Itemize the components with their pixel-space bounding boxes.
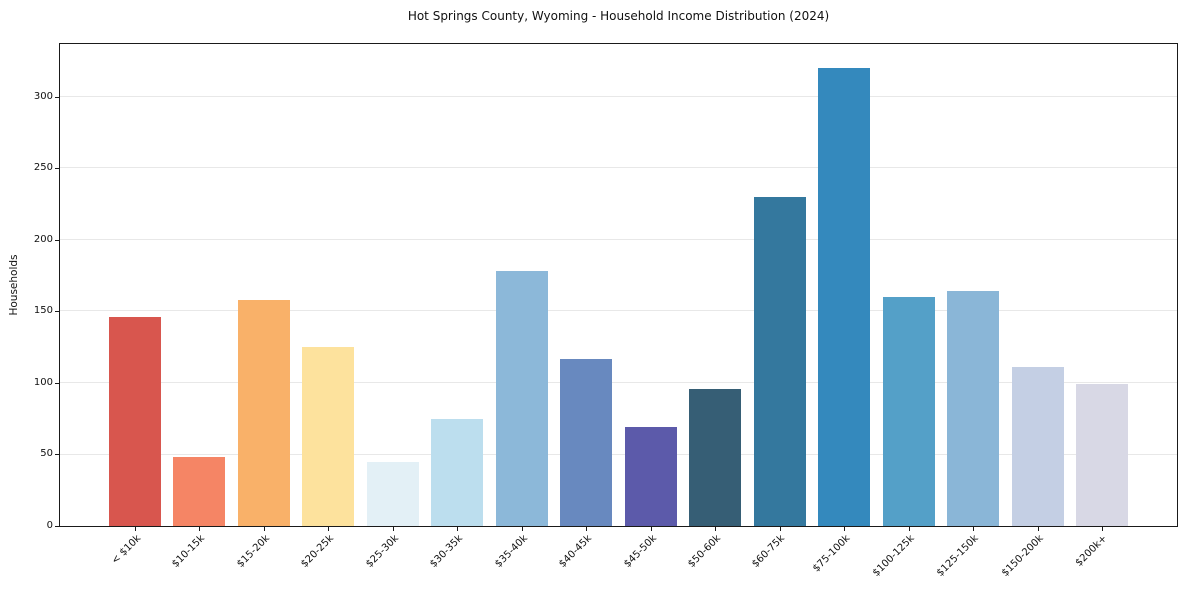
bar xyxy=(560,358,613,526)
y-tick-label: 100 xyxy=(33,376,53,388)
x-tick-label-text: $50-60k xyxy=(686,533,723,570)
bar xyxy=(753,197,806,526)
x-tick-mark xyxy=(908,527,910,531)
bar xyxy=(818,68,871,526)
x-tick-label-text: $200k+ xyxy=(1073,533,1110,569)
y-tick-label: 200 xyxy=(33,233,53,245)
x-tick-mark xyxy=(715,527,717,531)
x-tick-label-text: < $10k xyxy=(109,533,143,567)
y-tick-mark xyxy=(55,96,59,98)
y-tick-label: 50 xyxy=(40,448,53,460)
x-tick-mark xyxy=(521,527,523,531)
grid-line xyxy=(60,238,1177,240)
bar xyxy=(302,347,355,526)
y-tick-label: 0 xyxy=(46,520,53,531)
x-tick-mark xyxy=(779,527,781,531)
x-tick-mark xyxy=(392,527,394,531)
bar xyxy=(109,317,161,526)
plot-area xyxy=(59,43,1178,527)
x-tick-label-text: $100-125k xyxy=(870,533,917,579)
bar xyxy=(495,271,548,526)
bar xyxy=(173,457,226,526)
bar xyxy=(689,388,742,526)
grid-line xyxy=(60,95,1177,97)
x-tick-label-text: $40-45k xyxy=(557,533,595,570)
x-tick-label-text: $15-20k xyxy=(234,533,272,570)
x-tick-mark xyxy=(1037,527,1039,531)
y-tick-mark xyxy=(55,454,59,456)
y-tick-label: 250 xyxy=(33,162,53,174)
x-tick-mark xyxy=(650,527,652,531)
x-tick-mark xyxy=(199,527,201,531)
x-tick-label-text: $35-40k xyxy=(492,533,530,570)
grid-line xyxy=(60,381,1177,383)
x-tick-mark xyxy=(135,527,136,531)
x-tick-label-text: $30-35k xyxy=(428,533,466,570)
x-tick-mark xyxy=(844,527,846,531)
x-tick-label-text: $125-150k xyxy=(934,533,981,579)
y-tick-mark xyxy=(55,526,59,527)
x-tick-mark xyxy=(328,527,330,531)
bar xyxy=(624,427,677,526)
x-tick-label-text: $60-75k xyxy=(750,533,788,570)
bar xyxy=(431,418,484,526)
x-tick-mark xyxy=(1102,527,1103,531)
x-tick-mark xyxy=(263,527,265,531)
x-tick-label-text: $25-30k xyxy=(363,533,401,570)
x-tick-label-text: $20-25k xyxy=(299,533,337,570)
x-tick-mark xyxy=(457,527,459,531)
x-tick-mark xyxy=(586,527,588,531)
bar xyxy=(947,291,1000,526)
bar xyxy=(1011,367,1064,526)
y-tick-mark xyxy=(55,239,59,241)
y-tick-label: 300 xyxy=(33,90,53,102)
x-tick-label-text: $10-15k xyxy=(170,533,208,570)
bar xyxy=(237,300,290,526)
grid-line xyxy=(60,453,1177,455)
y-tick-label: 150 xyxy=(33,305,53,317)
x-tick-label-text: $45-50k xyxy=(621,533,659,570)
grid-line xyxy=(60,310,1177,312)
chart-title: Hot Springs County, Wyoming - Household … xyxy=(407,9,830,23)
bar xyxy=(1076,384,1128,526)
bar xyxy=(366,461,419,526)
x-tick-label-text: $75-100k xyxy=(810,533,852,575)
y-tick-mark xyxy=(55,311,59,313)
grid-line xyxy=(60,167,1177,169)
y-tick-mark xyxy=(55,382,59,384)
y-tick-mark xyxy=(55,168,59,170)
bar xyxy=(882,297,935,526)
x-tick-label-text: $150-200k xyxy=(999,533,1046,579)
x-tick-mark xyxy=(973,527,975,531)
